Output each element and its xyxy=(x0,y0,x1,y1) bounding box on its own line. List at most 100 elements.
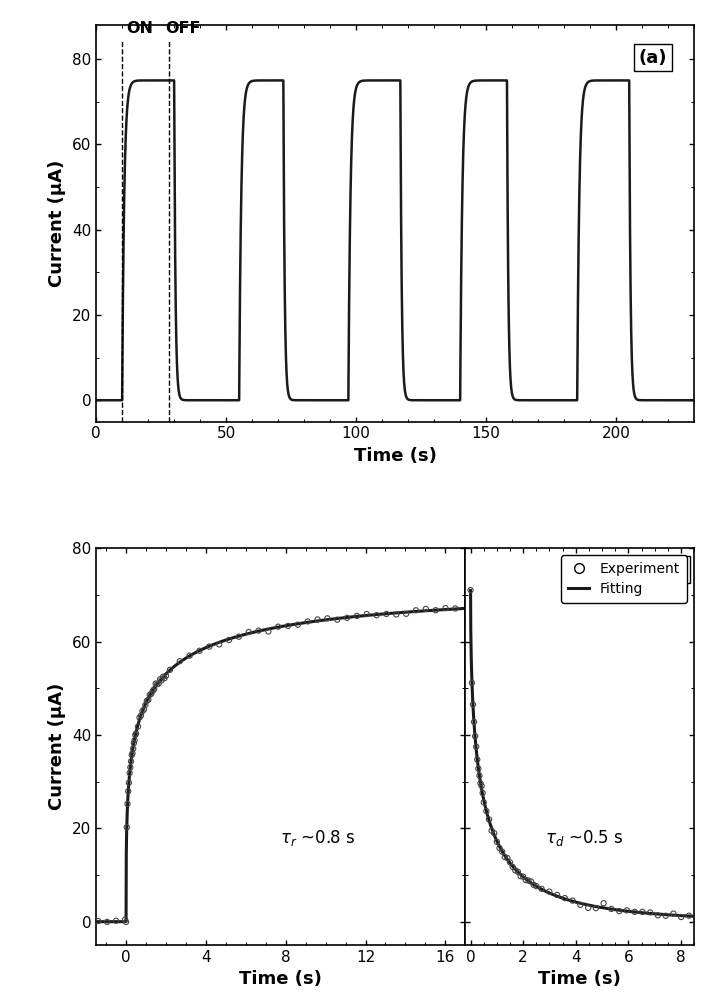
Point xyxy=(160,668,172,684)
Point xyxy=(544,884,555,900)
Point xyxy=(130,726,142,742)
Point xyxy=(478,794,489,810)
Text: $\tau_d$ ~0.5 s: $\tau_d$ ~0.5 s xyxy=(545,828,624,848)
Point xyxy=(400,606,412,622)
Point xyxy=(312,611,323,627)
Point xyxy=(147,683,159,699)
Point xyxy=(302,613,313,629)
Point xyxy=(283,618,294,634)
Point xyxy=(606,901,617,917)
Point xyxy=(122,796,133,812)
Point xyxy=(371,607,382,623)
Point xyxy=(263,623,274,639)
Point xyxy=(504,854,515,870)
Point xyxy=(132,719,144,735)
Text: ON: ON xyxy=(126,21,153,36)
Point xyxy=(127,741,139,757)
Point xyxy=(126,747,137,763)
Point xyxy=(224,632,235,648)
Point xyxy=(637,904,648,920)
Point xyxy=(124,765,135,781)
Point xyxy=(575,897,586,913)
Point xyxy=(477,785,488,801)
Text: (a): (a) xyxy=(639,49,667,67)
Point xyxy=(644,904,656,920)
Point xyxy=(598,895,609,911)
Point xyxy=(525,874,537,890)
Point xyxy=(128,735,140,751)
Point xyxy=(491,834,503,850)
Point xyxy=(253,623,264,639)
Point xyxy=(499,849,511,865)
Point xyxy=(523,873,534,889)
X-axis label: Time (s): Time (s) xyxy=(538,970,621,988)
Point xyxy=(214,636,225,652)
Point xyxy=(110,913,122,929)
Point xyxy=(391,606,402,622)
Point xyxy=(684,908,695,924)
Point xyxy=(184,648,195,664)
Point xyxy=(144,687,155,703)
Point xyxy=(145,686,157,702)
Point xyxy=(135,708,147,724)
Point xyxy=(494,840,506,856)
Point xyxy=(465,582,476,598)
Point xyxy=(174,653,186,669)
Point xyxy=(471,752,483,768)
Point xyxy=(152,676,163,692)
Point xyxy=(420,601,431,617)
Point xyxy=(518,869,529,885)
Y-axis label: Current (μA): Current (μA) xyxy=(48,160,66,287)
Point xyxy=(122,783,134,799)
Y-axis label: Current (μA): Current (μA) xyxy=(48,683,66,810)
Point xyxy=(488,825,500,841)
Point xyxy=(621,902,632,918)
Point xyxy=(481,803,492,819)
Point xyxy=(150,676,162,692)
Point xyxy=(469,728,481,744)
Point xyxy=(471,739,482,755)
Point xyxy=(551,887,562,903)
Point xyxy=(341,610,352,626)
Point xyxy=(507,859,518,875)
Point xyxy=(141,693,152,709)
Text: (b): (b) xyxy=(656,560,685,578)
Point xyxy=(243,624,254,640)
Point xyxy=(483,811,495,827)
Point xyxy=(629,904,640,920)
Point xyxy=(582,900,594,916)
Text: OFF: OFF xyxy=(165,21,201,36)
Point xyxy=(137,703,148,719)
Point xyxy=(164,662,176,678)
Point xyxy=(410,602,422,618)
Point xyxy=(322,610,333,626)
Point xyxy=(473,761,484,777)
Point xyxy=(468,714,480,730)
Point xyxy=(440,600,451,616)
Point xyxy=(515,868,526,884)
Point xyxy=(590,900,602,916)
Point xyxy=(134,710,145,726)
Point xyxy=(676,909,687,925)
Point xyxy=(140,697,151,713)
Point xyxy=(130,727,141,743)
Point xyxy=(101,914,112,930)
Point xyxy=(138,702,150,718)
Point xyxy=(450,600,461,616)
Point xyxy=(614,903,625,919)
Point xyxy=(233,629,244,645)
Point xyxy=(652,907,664,923)
Point xyxy=(159,670,170,686)
Point xyxy=(430,602,441,618)
Point xyxy=(466,675,478,691)
Point xyxy=(120,914,132,930)
Point xyxy=(530,878,542,894)
Point xyxy=(273,619,284,635)
Point xyxy=(292,617,303,633)
Legend: Experiment, Fitting: Experiment, Fitting xyxy=(561,555,687,603)
Point xyxy=(125,759,136,775)
X-axis label: Time (s): Time (s) xyxy=(239,970,322,988)
Point xyxy=(127,745,138,761)
Point xyxy=(153,676,164,692)
Point xyxy=(559,890,570,906)
